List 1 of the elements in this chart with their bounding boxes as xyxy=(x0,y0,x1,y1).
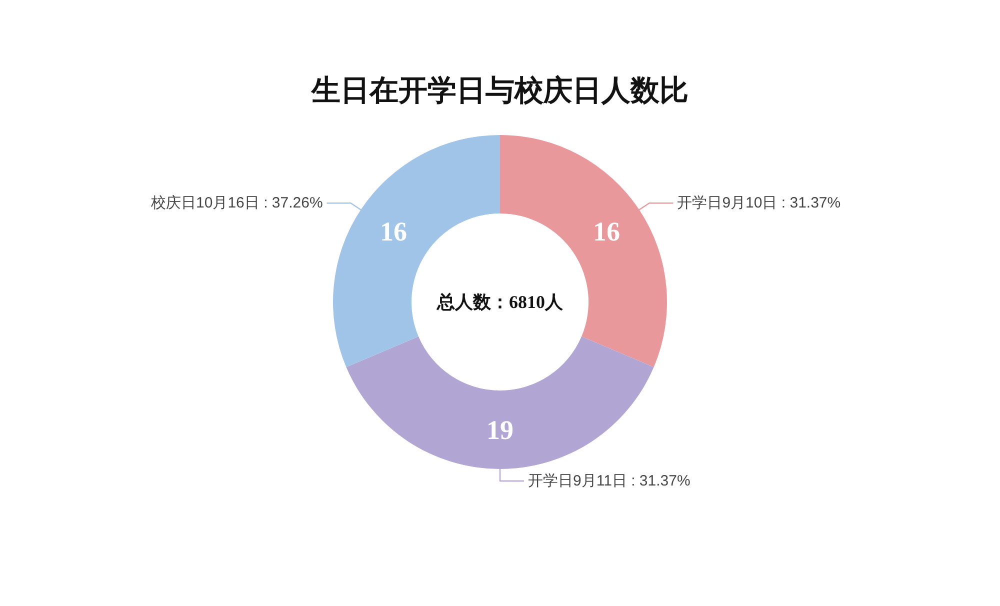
title: 生日在开学日与校庆日人数比 xyxy=(312,75,688,107)
